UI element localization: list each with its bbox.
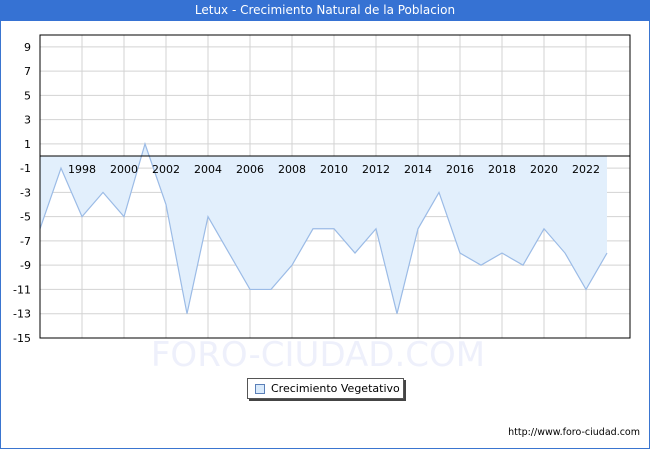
svg-text:-1: -1 xyxy=(20,162,31,175)
svg-text:2010: 2010 xyxy=(320,163,348,176)
svg-text:2002: 2002 xyxy=(152,163,180,176)
svg-text:1: 1 xyxy=(24,138,31,151)
footer-url[interactable]: http://www.foro-ciudad.com xyxy=(508,427,640,438)
svg-text:-7: -7 xyxy=(20,235,31,248)
svg-text:-15: -15 xyxy=(13,332,31,345)
svg-text:1998: 1998 xyxy=(68,163,96,176)
svg-text:-11: -11 xyxy=(13,283,31,296)
svg-text:2012: 2012 xyxy=(362,163,390,176)
x-axis-ticks: 1998 2000 2002 2004 2006 2008 2010 2012 2014 2016… xyxy=(68,163,600,176)
svg-text:2020: 2020 xyxy=(530,163,558,176)
svg-text:2022: 2022 xyxy=(572,163,600,176)
svg-text:7: 7 xyxy=(24,65,31,78)
svg-text:-9: -9 xyxy=(20,259,31,272)
svg-text:2014: 2014 xyxy=(404,163,432,176)
svg-text:-13: -13 xyxy=(13,308,31,321)
svg-text:5: 5 xyxy=(24,89,31,102)
svg-text:2006: 2006 xyxy=(236,163,264,176)
svg-text:-3: -3 xyxy=(20,186,31,199)
svg-text:2018: 2018 xyxy=(488,163,516,176)
svg-text:2004: 2004 xyxy=(194,163,222,176)
legend-label: Crecimiento Vegetativo xyxy=(271,382,400,395)
chart-title: Letux - Crecimiento Natural de la Poblac… xyxy=(0,0,650,21)
plot-border xyxy=(39,34,631,339)
legend: Crecimiento Vegetativo xyxy=(247,378,404,399)
legend-swatch-icon xyxy=(255,384,265,394)
data-line xyxy=(39,141,608,314)
svg-text:9: 9 xyxy=(24,41,31,54)
y-axis-ticks: 9 7 5 3 1 -1 -3 -5 -7 -9 -11 -13 -15 xyxy=(13,41,31,345)
svg-text:2008: 2008 xyxy=(278,163,306,176)
watermark: FORO-CIUDAD.COM xyxy=(151,335,485,375)
svg-text:2016: 2016 xyxy=(446,163,474,176)
svg-text:2000: 2000 xyxy=(110,163,138,176)
svg-text:-5: -5 xyxy=(20,211,31,224)
svg-text:3: 3 xyxy=(24,114,31,127)
